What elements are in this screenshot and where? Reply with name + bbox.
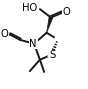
Polygon shape [47,17,53,33]
Text: HO: HO [22,3,37,13]
Text: O: O [1,29,9,39]
Text: O: O [62,7,70,17]
Text: S: S [49,50,56,61]
Text: N: N [29,39,37,49]
